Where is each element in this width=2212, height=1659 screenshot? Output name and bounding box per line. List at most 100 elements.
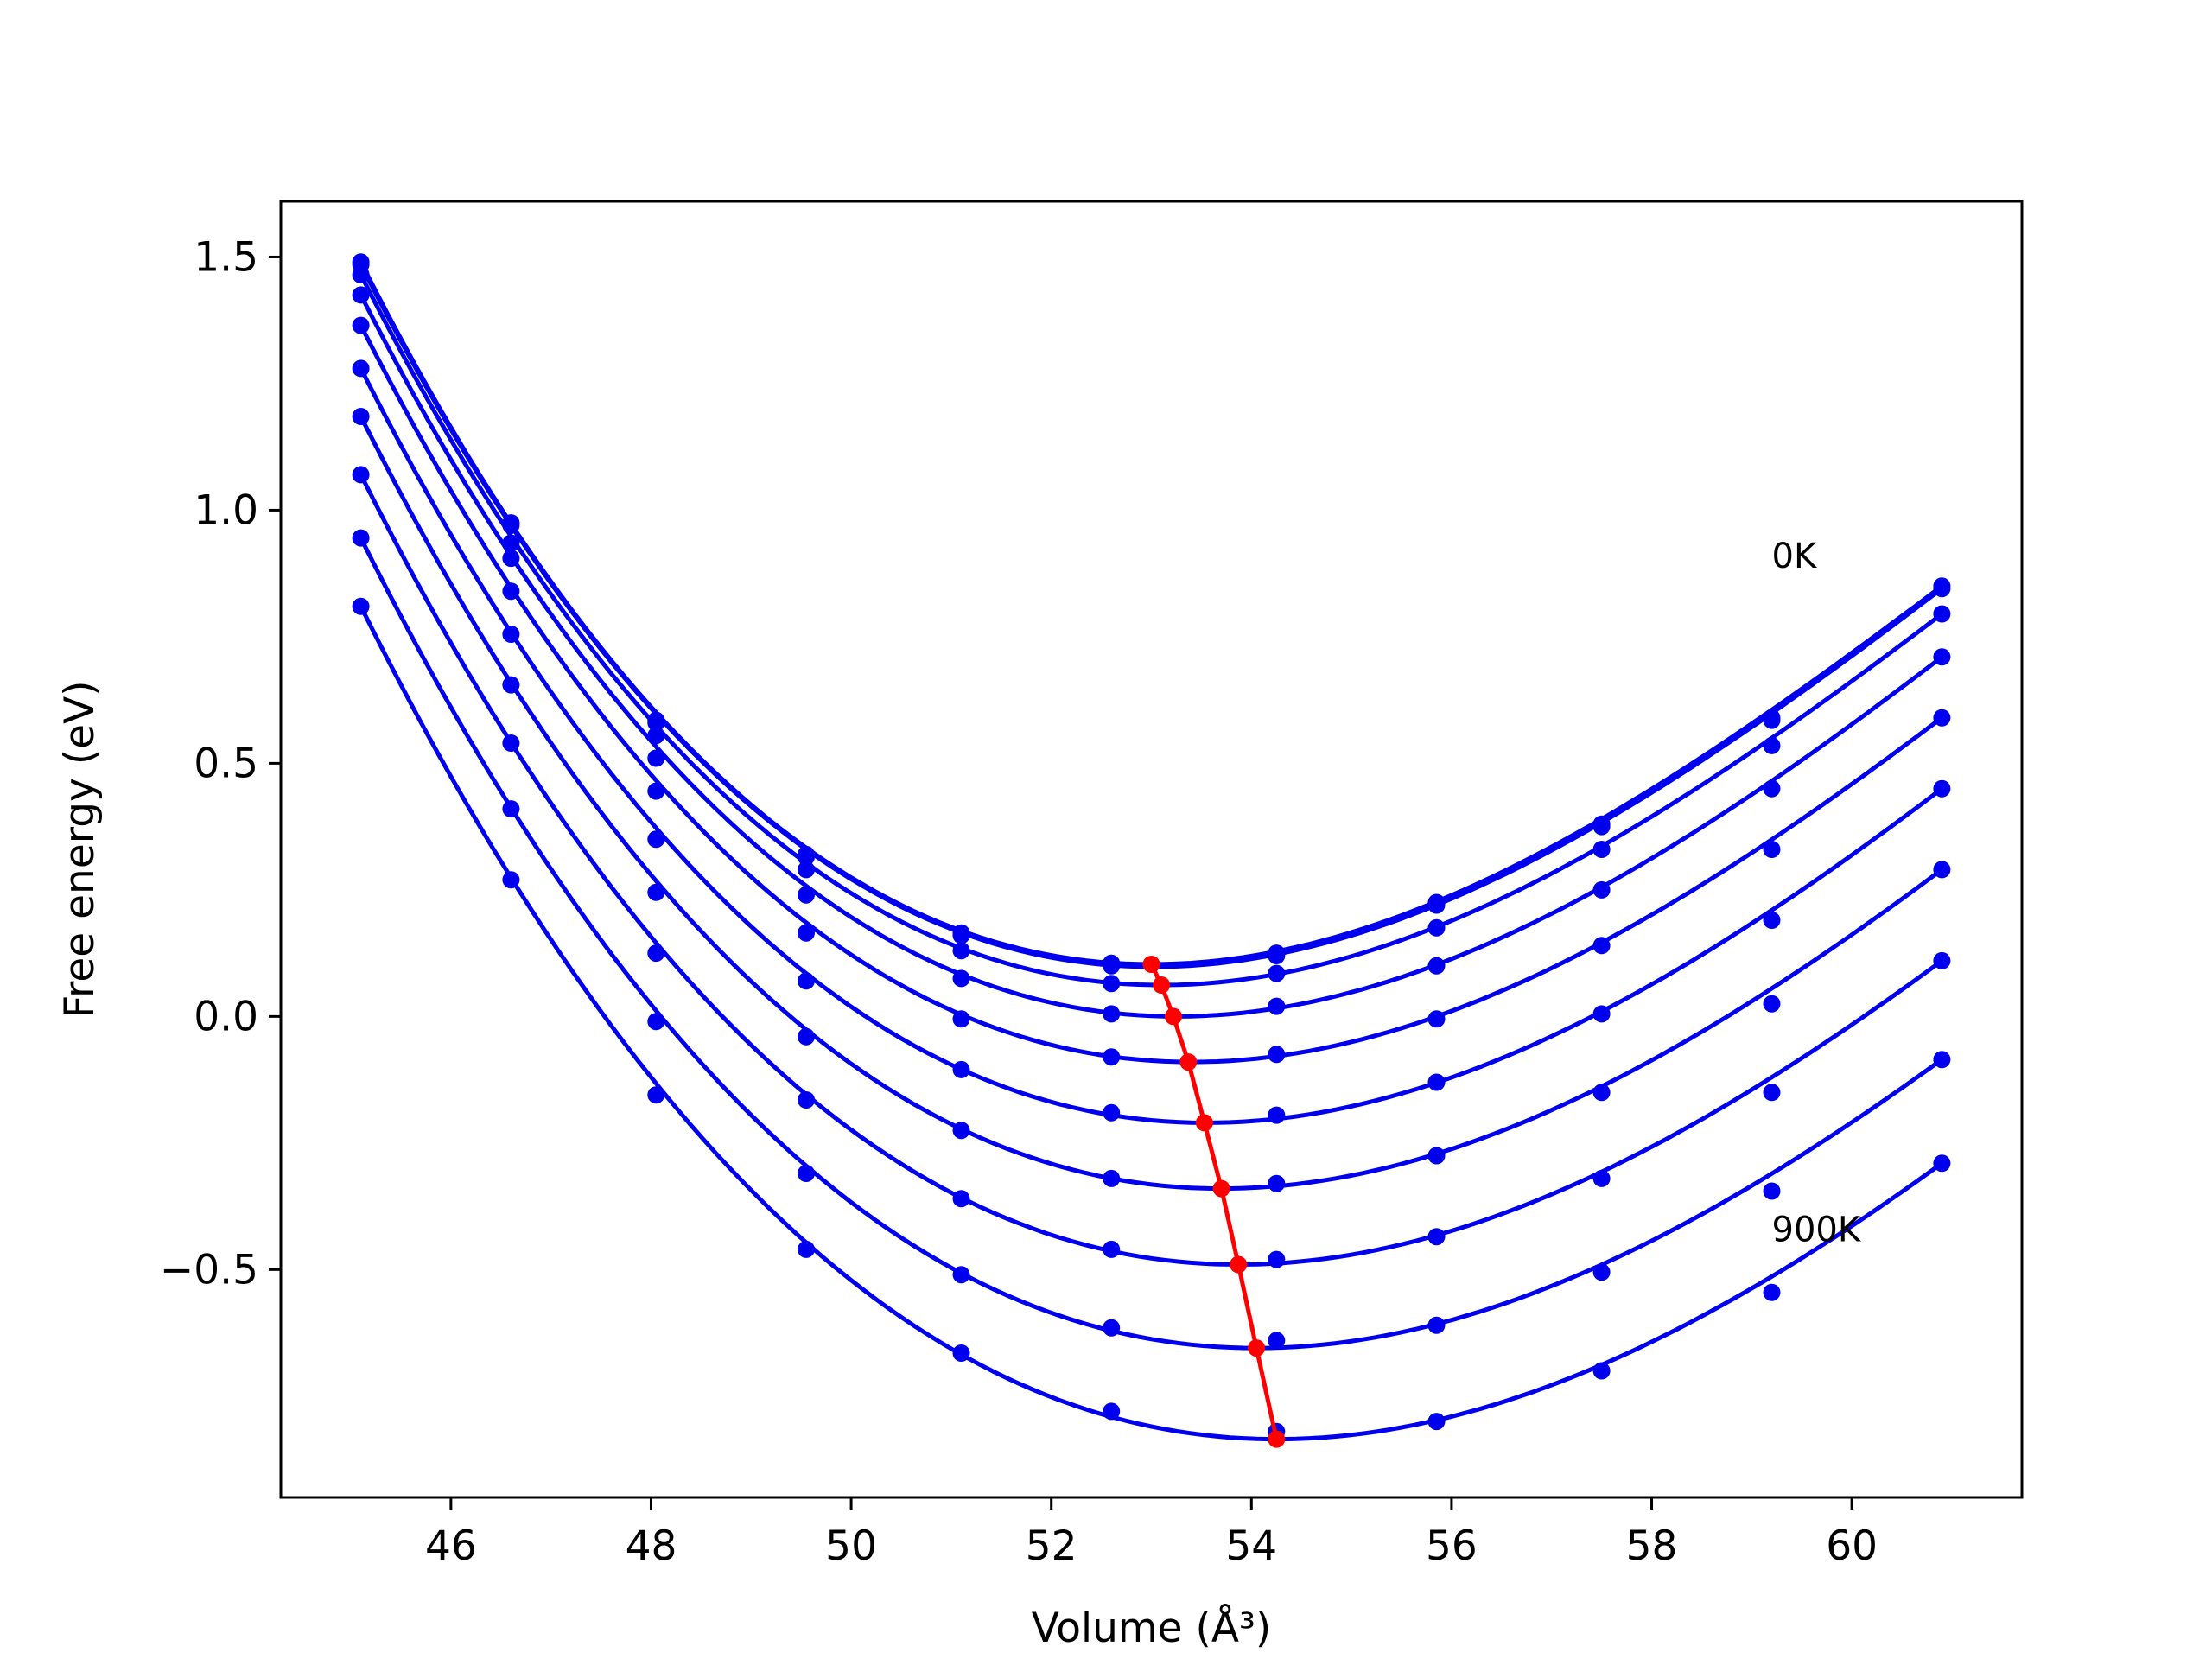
series-curve-3 <box>359 294 1943 1019</box>
series-point <box>1268 947 1286 964</box>
x-axis-label: Volume (Å³) <box>1032 1605 1271 1652</box>
series-point <box>1933 861 1951 879</box>
min-path-point <box>1165 1007 1182 1026</box>
series-point <box>1103 1048 1121 1066</box>
min-path-point <box>1179 1053 1198 1071</box>
series-point <box>952 1010 970 1028</box>
series-point <box>1427 957 1446 975</box>
series-curve-6 <box>359 415 1943 1192</box>
series-curve-5 <box>359 367 1943 1125</box>
series-point <box>502 734 520 752</box>
series-point <box>1427 1228 1446 1246</box>
series-point <box>1592 841 1611 858</box>
series-point <box>352 266 370 283</box>
series-point <box>1427 918 1446 937</box>
series-point <box>502 626 520 643</box>
series-point <box>1103 975 1121 993</box>
y-axis: −0.5 0.0 0.5 1.0 1.5 <box>160 233 281 1294</box>
series-point <box>798 848 815 866</box>
series-point <box>1103 1240 1121 1258</box>
annotation-0k: 0K <box>1772 537 1818 576</box>
x-axis: 46 48 50 52 54 56 58 60 <box>425 1497 1878 1570</box>
annotation-900k: 900K <box>1772 1211 1862 1250</box>
series-point <box>1763 1283 1781 1301</box>
series-point <box>1592 1169 1611 1187</box>
series-point <box>798 886 815 904</box>
series-point <box>1763 1182 1781 1200</box>
series-point <box>647 714 665 732</box>
series-point <box>1103 1169 1121 1187</box>
series-point <box>1763 841 1781 858</box>
series-curve-8 <box>359 537 1943 1351</box>
series-curve-7 <box>359 474 1943 1267</box>
series-point <box>502 582 520 601</box>
min-path <box>1142 956 1286 1448</box>
series-point <box>1933 605 1951 623</box>
series-points <box>352 253 1951 1440</box>
series-point <box>1763 779 1781 798</box>
series-point <box>1933 709 1951 727</box>
min-path-point <box>1230 1255 1248 1274</box>
series-point <box>952 926 970 944</box>
series-point <box>1592 880 1611 899</box>
series-curve-2 <box>359 273 1943 988</box>
series-point <box>502 517 520 534</box>
x-tick-label: 60 <box>1826 1522 1878 1570</box>
series-point <box>1592 1362 1611 1380</box>
series-point <box>1103 957 1121 975</box>
series-point <box>502 534 520 552</box>
series-point <box>1427 896 1446 914</box>
series-point <box>647 1013 665 1031</box>
x-tick-label: 54 <box>1225 1522 1277 1570</box>
series-point <box>1592 1084 1611 1102</box>
series-point <box>952 1060 970 1078</box>
series-point <box>798 1027 815 1046</box>
series-point <box>1268 1332 1286 1350</box>
series-point <box>1763 736 1781 754</box>
series-point <box>952 1190 970 1208</box>
series-curve-9 <box>359 605 1943 1442</box>
series-point <box>352 286 370 304</box>
series-point <box>647 782 665 800</box>
x-tick-label: 52 <box>1026 1522 1077 1570</box>
series-point <box>1427 1010 1446 1028</box>
x-tick-label: 56 <box>1426 1522 1478 1570</box>
series-point <box>1592 817 1611 836</box>
series-point <box>1592 1263 1611 1281</box>
series-point <box>1268 1250 1286 1268</box>
series-point <box>1103 1005 1121 1023</box>
series-point <box>1427 1316 1446 1334</box>
series-curve-4 <box>359 324 1943 1065</box>
series-point <box>1103 1402 1121 1421</box>
series-point <box>1103 1103 1121 1122</box>
series-point <box>1763 995 1781 1013</box>
series-point <box>1763 711 1781 729</box>
y-tick-label: 1.0 <box>194 486 258 534</box>
series-point <box>1427 1073 1446 1091</box>
series-point <box>952 969 970 988</box>
series-point <box>647 727 665 745</box>
series-point <box>1268 997 1286 1015</box>
series-point <box>1933 1154 1951 1173</box>
series-point <box>1933 779 1951 798</box>
min-path-point <box>1248 1339 1266 1357</box>
series-point <box>798 1240 815 1258</box>
series-point <box>1933 580 1951 598</box>
series-point <box>647 749 665 767</box>
series-point <box>798 861 815 879</box>
series-point <box>1763 1084 1781 1102</box>
x-tick-label: 48 <box>626 1522 677 1570</box>
series-point <box>502 676 520 694</box>
series-point <box>952 1122 970 1140</box>
min-path-point <box>1212 1179 1230 1198</box>
x-tick-label: 50 <box>825 1522 877 1570</box>
series-point <box>647 883 665 901</box>
series-point <box>352 529 370 547</box>
series-point <box>1933 951 1951 969</box>
series-point <box>502 800 520 818</box>
x-tick-label: 58 <box>1626 1522 1678 1570</box>
y-tick-label: 0.0 <box>194 993 258 1040</box>
min-path-point <box>1268 1430 1286 1448</box>
series-point <box>647 1086 665 1104</box>
